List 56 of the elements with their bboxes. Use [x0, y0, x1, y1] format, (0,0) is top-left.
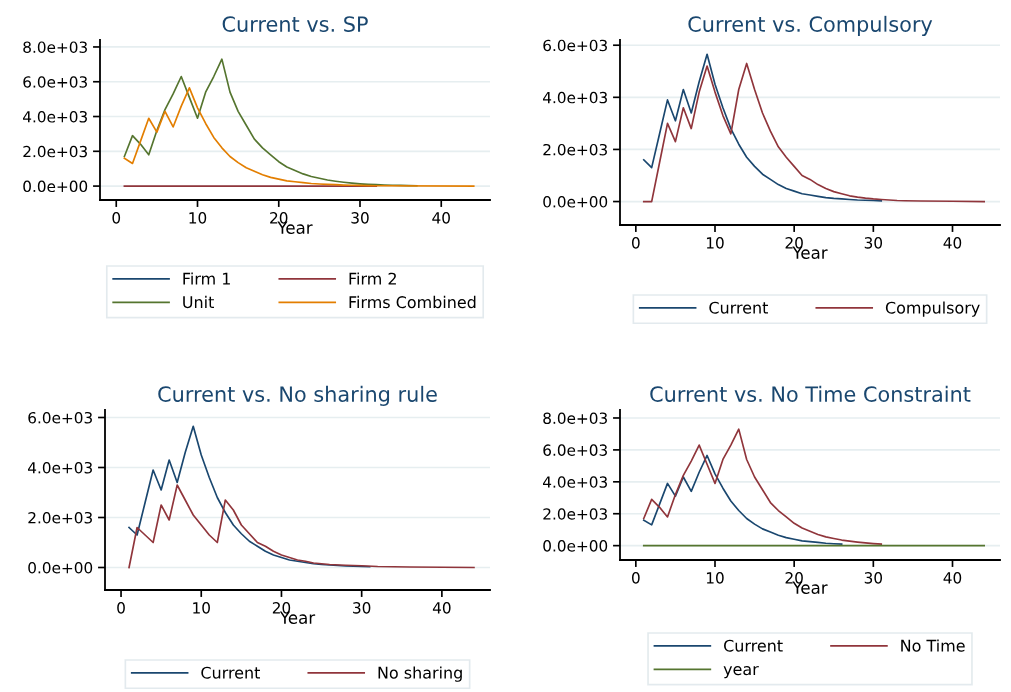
x-tick-label: 0 — [631, 572, 640, 584]
y-tick-label: 6.0e+03 — [28, 411, 92, 424]
x-tick-label: 10 — [706, 237, 724, 249]
legend-label: No sharing — [378, 666, 462, 682]
y-tick-label: 0.0e+00 — [23, 180, 88, 193]
legend-label: Current — [724, 639, 783, 652]
line-series — [642, 428, 883, 545]
chart-title: Current vs. No Time Constraint — [650, 385, 971, 402]
legend-label: Unit — [183, 295, 214, 309]
x-tick-label: 0 — [112, 212, 121, 224]
x-tick-label: 0 — [117, 602, 125, 614]
y-tick-label: 4.0e+03 — [543, 91, 607, 104]
legend-label: Current — [709, 301, 768, 314]
legend-label: Firms Combined — [349, 295, 476, 309]
chart-title: Current vs. Compulsory — [688, 15, 933, 36]
y-tick-label: 6.0e+03 — [23, 76, 87, 88]
x-tick-label: 10 — [193, 602, 210, 614]
x-tick-label: 40 — [943, 572, 962, 584]
y-tick-label: 4.0e+03 — [23, 110, 87, 123]
y-tick-label: 8.0e+03 — [23, 41, 87, 53]
x-tick-label: 10 — [706, 572, 724, 584]
y-tick-label: 6.0e+03 — [543, 39, 607, 52]
x-tick-label: 40 — [432, 212, 450, 224]
x-tick-label: 10 — [189, 212, 207, 224]
y-tick-label: 6.0e+03 — [543, 444, 607, 456]
line-series — [642, 62, 986, 203]
x-tick-label: 30 — [864, 572, 883, 584]
y-tick-label: 0.0e+00 — [543, 540, 608, 552]
y-tick-label: 0.0e+00 — [543, 196, 608, 208]
line-series — [123, 86, 475, 187]
y-tick-label: 2.0e+03 — [543, 143, 607, 156]
legend-label: Compulsory — [885, 301, 980, 317]
y-tick-label: 4.0e+03 — [28, 461, 92, 474]
line-series — [642, 53, 883, 202]
legend-label: Firm 2 — [349, 272, 396, 285]
x-tick-label: 30 — [353, 602, 371, 614]
line-series — [128, 484, 475, 569]
y-tick-label: 4.0e+03 — [543, 476, 607, 488]
chart-title: Current vs. SP — [222, 16, 368, 32]
x-tick-label: 40 — [943, 237, 962, 249]
legend-label: No Time — [901, 639, 965, 652]
legend-label: Current — [201, 666, 260, 679]
legend-label: year — [723, 666, 759, 679]
line-series — [642, 454, 843, 545]
x-tick-label: 30 — [351, 212, 369, 224]
line-series — [128, 425, 371, 568]
y-tick-label: 0.0e+00 — [28, 561, 93, 574]
y-tick-label: 2.0e+03 — [28, 511, 92, 524]
y-tick-label: 2.0e+03 — [23, 145, 87, 158]
y-tick-label: 2.0e+03 — [543, 508, 607, 520]
x-tick-label: 40 — [432, 602, 451, 614]
x-tick-label: 0 — [631, 237, 640, 249]
legend-label: Firm 1 — [183, 272, 230, 285]
y-tick-label: 8.0e+03 — [543, 412, 607, 424]
x-tick-label: 30 — [864, 237, 883, 249]
chart-title: Current vs. No sharing rule — [158, 385, 437, 406]
